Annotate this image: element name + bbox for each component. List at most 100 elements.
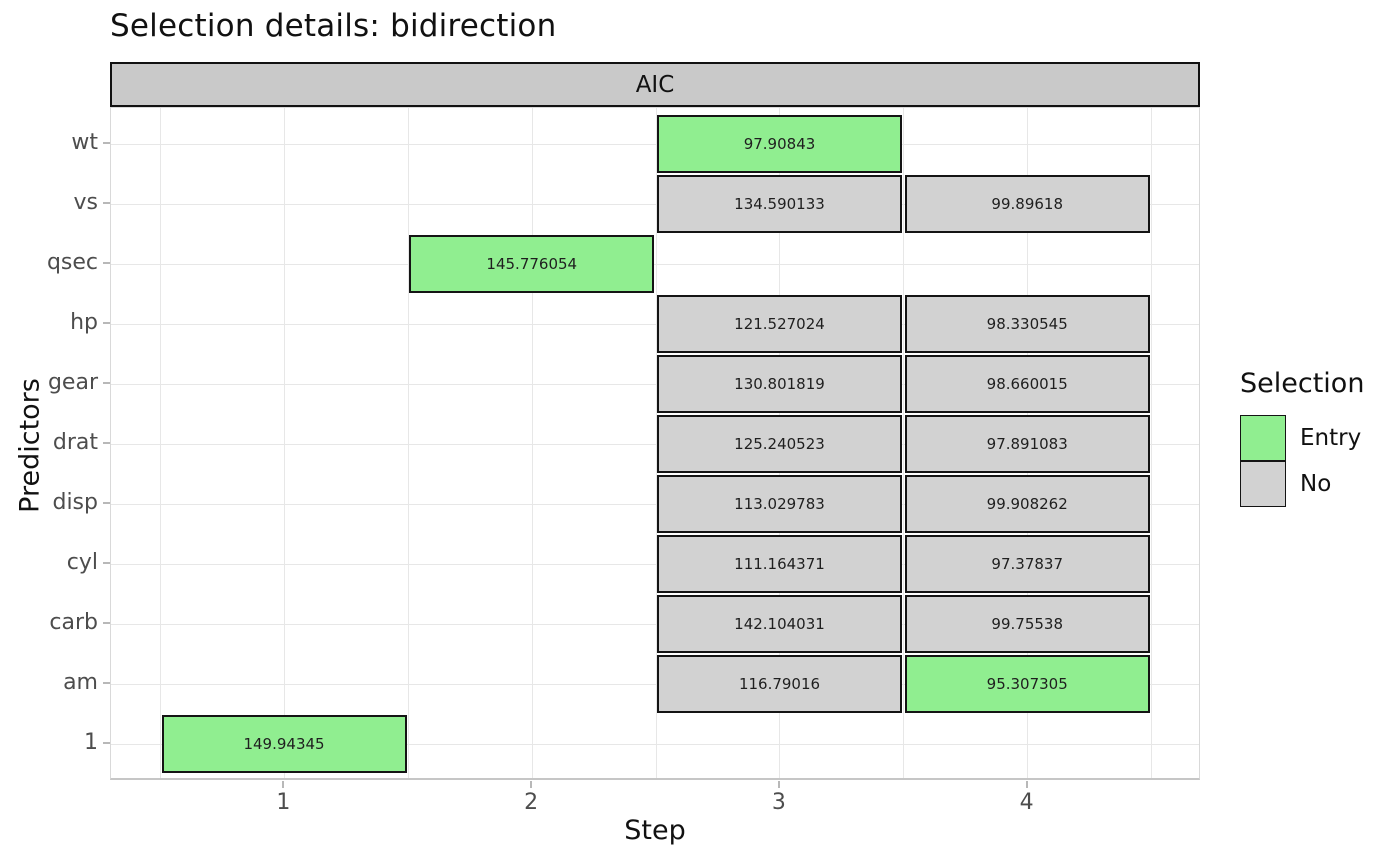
tile-gear-step3: 130.801819 xyxy=(657,355,902,413)
x-tick-mark xyxy=(530,781,533,788)
gridline-vertical xyxy=(531,108,533,778)
gridline-vertical xyxy=(903,108,905,778)
legend-key-entry xyxy=(1240,415,1286,461)
x-tick-label: 2 xyxy=(524,790,539,815)
tile-value-label: 121.527024 xyxy=(734,315,825,333)
facet-strip-label: AIC xyxy=(635,71,675,98)
tile-vs-step3: 134.590133 xyxy=(657,175,902,233)
tile-value-label: 142.104031 xyxy=(734,615,825,633)
tile-value-label: 125.240523 xyxy=(734,435,825,453)
y-tick-label: hp xyxy=(70,310,98,335)
tile-carb-step4: 99.75538 xyxy=(904,595,1150,653)
tile-value-label: 145.776054 xyxy=(486,255,578,273)
tile-wt-step3: 97.90843 xyxy=(657,115,902,173)
tile-value-label: 99.75538 xyxy=(991,615,1063,633)
y-tick-mark xyxy=(103,142,110,144)
gridline-vertical xyxy=(1150,108,1152,778)
y-axis-title: Predictors xyxy=(14,378,46,513)
x-tick-label: 4 xyxy=(1019,790,1034,815)
x-axis-title: Step xyxy=(624,815,686,846)
gridline-horizontal xyxy=(111,503,1199,505)
x-tick-mark xyxy=(282,781,285,788)
gridline-horizontal xyxy=(111,743,1199,745)
tile-value-label: 99.908262 xyxy=(986,495,1068,513)
legend-key-no xyxy=(1240,460,1286,507)
tile-value-label: 97.90843 xyxy=(743,135,816,153)
tile-am-step3: 116.79016 xyxy=(657,655,902,713)
y-tick-label: vs xyxy=(73,190,98,215)
gridline-horizontal xyxy=(111,563,1199,565)
tile-qsec-step2: 145.776054 xyxy=(409,235,655,293)
legend-entries: Entry No xyxy=(1240,415,1400,507)
y-tick-mark xyxy=(103,502,110,504)
tile-value-label: 113.029783 xyxy=(734,495,825,513)
y-tick-label: gear xyxy=(47,370,98,395)
tile-value-label: 98.660015 xyxy=(986,375,1068,393)
tile-value-label: 97.891083 xyxy=(986,435,1068,453)
y-tick-label: cyl xyxy=(66,550,98,575)
y-tick-mark xyxy=(103,562,110,564)
gridline-horizontal xyxy=(111,383,1199,385)
tile-value-label: 99.89618 xyxy=(991,195,1063,213)
gridline-horizontal xyxy=(111,263,1199,265)
y-tick-label: disp xyxy=(52,490,98,515)
y-tick-label: wt xyxy=(71,130,98,155)
tile-hp-step3: 121.527024 xyxy=(657,295,902,353)
tile-hp-step4: 98.330545 xyxy=(904,295,1150,353)
tile-drat-step4: 97.891083 xyxy=(904,415,1150,473)
tile-value-label: 111.164371 xyxy=(734,555,825,573)
x-tick-label: 3 xyxy=(771,790,786,815)
y-tick-mark xyxy=(103,382,110,384)
gridline-horizontal xyxy=(111,203,1199,205)
y-tick-label: 1 xyxy=(84,730,98,755)
legend-label: Entry xyxy=(1300,425,1362,451)
gridline-vertical xyxy=(407,108,409,778)
x-tick-label: 1 xyxy=(276,790,291,815)
y-tick-label: carb xyxy=(49,610,98,635)
tile-vs-step4: 99.89618 xyxy=(904,175,1150,233)
y-tick-mark xyxy=(103,262,110,264)
tile-carb-step3: 142.104031 xyxy=(657,595,902,653)
tile-1-step1: 149.94345 xyxy=(161,715,407,773)
facet-strip: AIC xyxy=(110,62,1200,107)
y-tick-mark xyxy=(103,442,110,444)
y-tick-mark xyxy=(103,202,110,204)
tile-gear-step4: 98.660015 xyxy=(904,355,1150,413)
legend: Selection Entry No xyxy=(1240,368,1400,507)
gridline-vertical xyxy=(160,108,162,778)
tile-value-label: 116.79016 xyxy=(738,675,821,693)
legend-title: Selection xyxy=(1240,368,1365,399)
legend-entry-entry: Entry xyxy=(1240,415,1400,461)
x-tick-mark xyxy=(1025,781,1028,788)
gridline-vertical xyxy=(655,108,657,778)
tile-disp-step4: 99.908262 xyxy=(904,475,1150,533)
tile-value-label: 98.330545 xyxy=(986,315,1068,333)
tile-value-label: 95.307305 xyxy=(986,675,1068,693)
y-tick-label: am xyxy=(63,670,98,695)
y-tick-mark xyxy=(103,322,110,324)
gridline-horizontal xyxy=(111,143,1199,145)
tile-value-label: 149.94345 xyxy=(243,735,325,753)
plot-title: Selection details: bidirection xyxy=(110,8,557,44)
y-tick-label: drat xyxy=(52,430,98,455)
gridline-horizontal xyxy=(111,323,1199,325)
tile-value-label: 130.801819 xyxy=(734,375,825,393)
legend-entry-no: No xyxy=(1240,460,1400,507)
y-tick-mark xyxy=(103,682,110,684)
plot-panel: 97.90843 134.590133 99.89618 145.776054 121.… xyxy=(110,107,1200,780)
y-tick-mark xyxy=(103,742,110,744)
y-tick-mark xyxy=(103,622,110,624)
legend-label: No xyxy=(1300,471,1332,497)
gridline-horizontal xyxy=(111,443,1199,445)
tile-drat-step3: 125.240523 xyxy=(657,415,902,473)
gridline-horizontal xyxy=(111,623,1199,625)
tile-am-step4: 95.307305 xyxy=(904,655,1150,713)
gridline-horizontal xyxy=(111,683,1199,685)
tile-value-label: 97.37837 xyxy=(991,555,1063,573)
x-tick-mark xyxy=(777,781,780,788)
gridline-vertical xyxy=(283,108,285,778)
tile-disp-step3: 113.029783 xyxy=(657,475,902,533)
tile-cyl-step4: 97.37837 xyxy=(904,535,1150,593)
tile-value-label: 134.590133 xyxy=(734,195,825,213)
